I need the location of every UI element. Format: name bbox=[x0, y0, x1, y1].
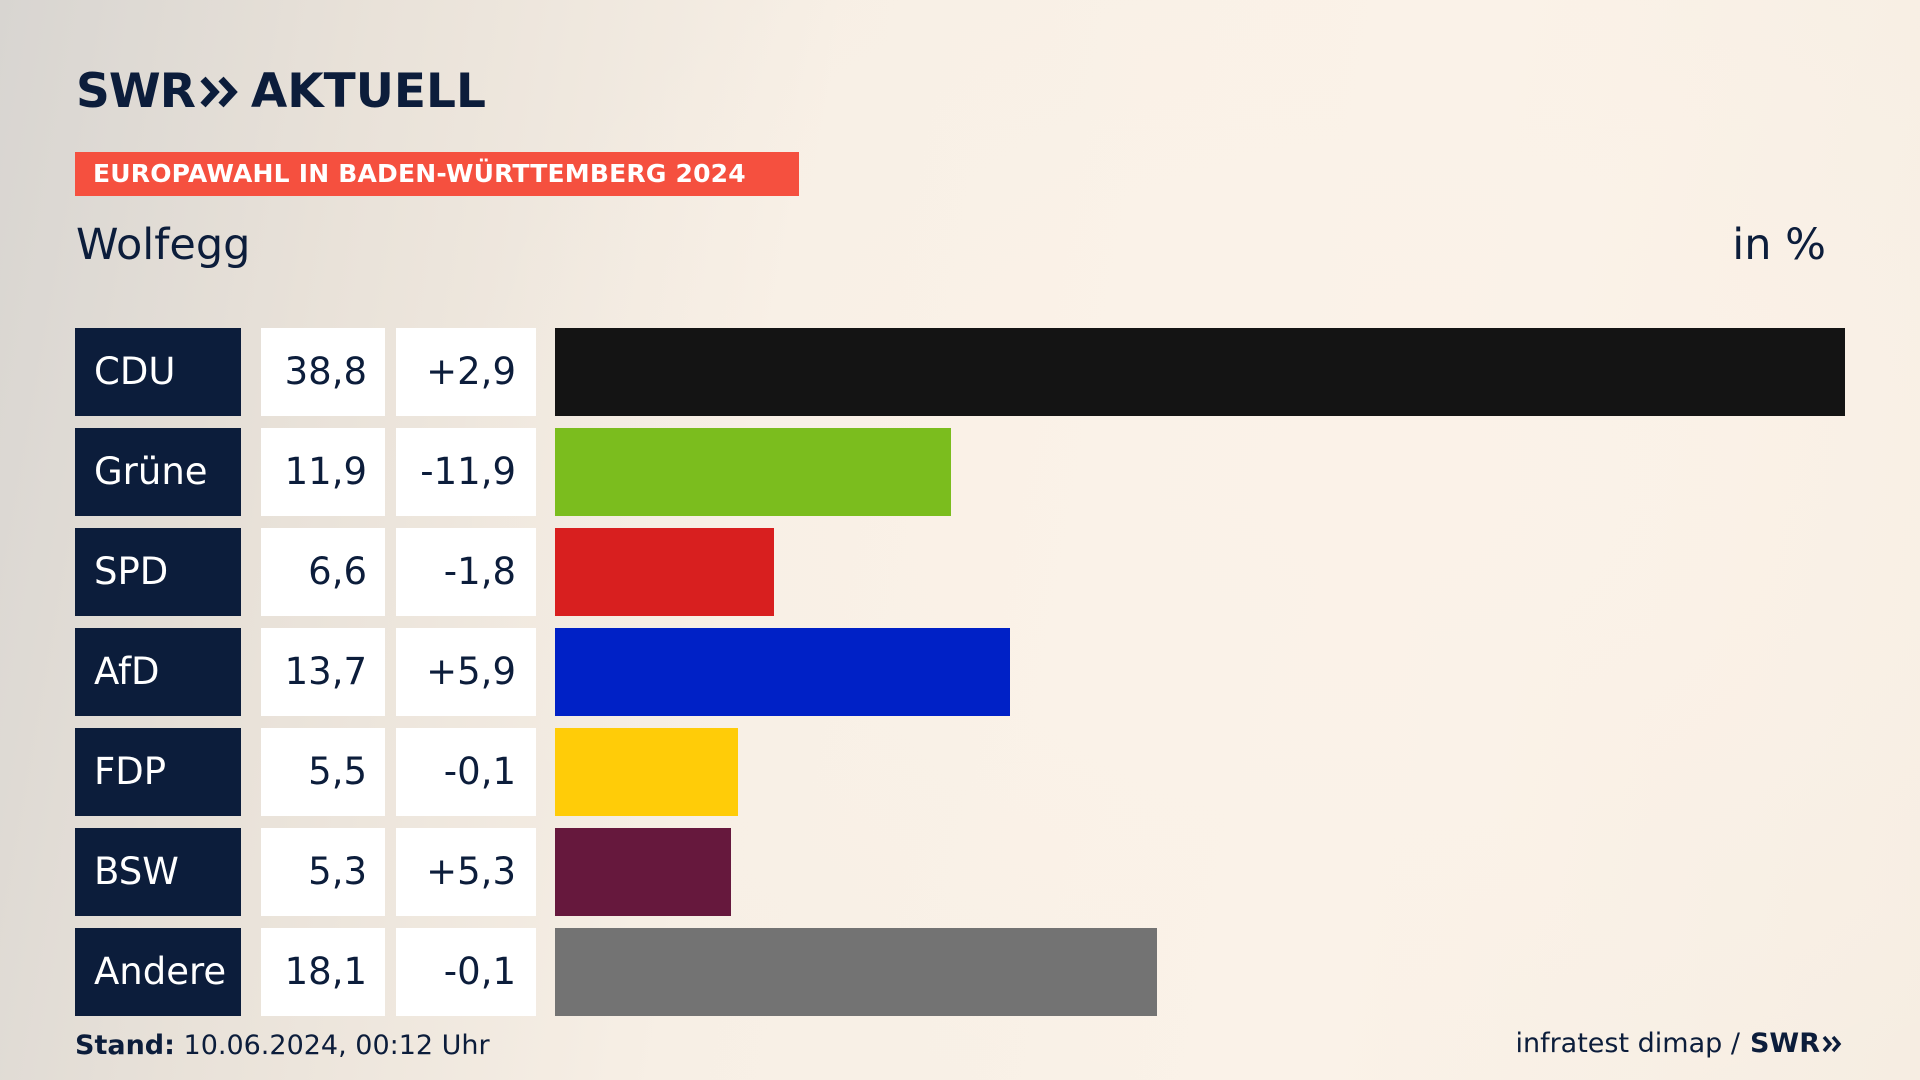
double-chevron-icon bbox=[200, 76, 238, 107]
result-row: CDU 38,8 +2,9 bbox=[75, 328, 1845, 416]
election-tag: EUROPAWAHL IN BADEN-WÜRTTEMBERG 2024 bbox=[75, 152, 799, 196]
change-label: -0,1 bbox=[396, 928, 536, 1016]
change-label: -0,1 bbox=[396, 728, 536, 816]
result-bar bbox=[555, 928, 1157, 1016]
vote-share-label: 5,3 bbox=[261, 828, 385, 916]
result-row: Andere 18,1 -0,1 bbox=[75, 928, 1845, 1016]
party-label: CDU bbox=[75, 328, 241, 416]
swr-aktuell-logo: SWR AKTUELL bbox=[76, 64, 486, 119]
source-swr-logo: SWR bbox=[1750, 1028, 1844, 1059]
result-bar bbox=[555, 828, 731, 916]
result-bar bbox=[555, 428, 951, 516]
change-label: -1,8 bbox=[396, 528, 536, 616]
party-label: Grüne bbox=[75, 428, 241, 516]
source-text: infratest dimap / bbox=[1515, 1028, 1740, 1059]
vote-share-label: 6,6 bbox=[261, 528, 385, 616]
party-label: BSW bbox=[75, 828, 241, 916]
vote-share-label: 38,8 bbox=[261, 328, 385, 416]
party-label: Andere bbox=[75, 928, 241, 1016]
vote-share-label: 13,7 bbox=[261, 628, 385, 716]
change-label: +2,9 bbox=[396, 328, 536, 416]
timestamp: Stand: 10.06.2024, 00:12 Uhr bbox=[75, 1030, 490, 1061]
vote-share-label: 11,9 bbox=[261, 428, 385, 516]
place-title: Wolfegg bbox=[76, 220, 251, 270]
change-label: +5,9 bbox=[396, 628, 536, 716]
timestamp-label: Stand: bbox=[75, 1030, 175, 1061]
result-row: AfD 13,7 +5,9 bbox=[75, 628, 1845, 716]
party-label: SPD bbox=[75, 528, 241, 616]
result-bar bbox=[555, 328, 1845, 416]
source-swr-text: SWR bbox=[1749, 1028, 1820, 1059]
logo-aktuell-text: AKTUELL bbox=[250, 64, 486, 119]
result-row: Grüne 11,9 -11,9 bbox=[75, 428, 1845, 516]
result-row: SPD 6,6 -1,8 bbox=[75, 528, 1845, 616]
change-label: +5,3 bbox=[396, 828, 536, 916]
party-label: AfD bbox=[75, 628, 241, 716]
result-bar bbox=[555, 728, 738, 816]
vote-share-label: 18,1 bbox=[261, 928, 385, 1016]
double-chevron-icon bbox=[1822, 1035, 1842, 1052]
change-label: -11,9 bbox=[396, 428, 536, 516]
vote-share-label: 5,5 bbox=[261, 728, 385, 816]
result-row: BSW 5,3 +5,3 bbox=[75, 828, 1845, 916]
result-bar bbox=[555, 628, 1010, 716]
timestamp-value: 10.06.2024, 00:12 Uhr bbox=[183, 1030, 490, 1061]
source-credit: infratest dimap / SWR bbox=[1515, 1028, 1844, 1059]
party-label: FDP bbox=[75, 728, 241, 816]
result-bar bbox=[555, 528, 774, 616]
logo-swr-text: SWR bbox=[76, 64, 196, 119]
unit-label: in % bbox=[1732, 220, 1826, 270]
result-row: FDP 5,5 -0,1 bbox=[75, 728, 1845, 816]
